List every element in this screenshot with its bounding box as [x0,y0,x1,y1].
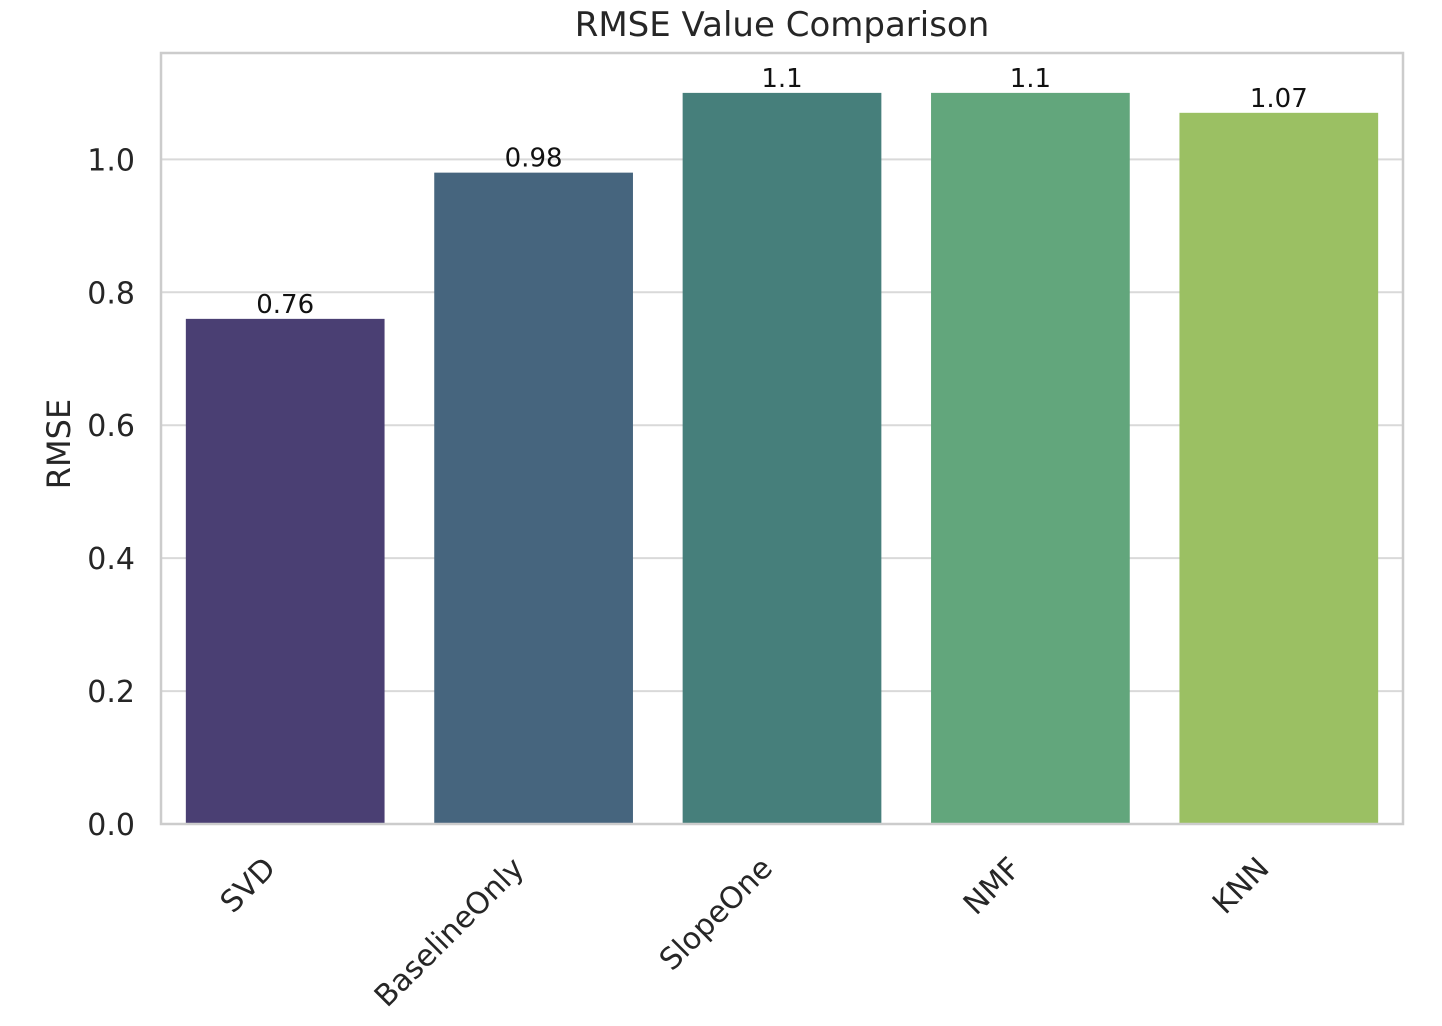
x-tick-label: SVD [214,851,283,920]
y-tick-label: 0.4 [87,542,135,577]
x-axis-ticks: SVD BaselineOnly SlopeOne NMF KNN [214,851,1277,1014]
data-label: 0.98 [505,144,563,174]
data-label: 1.07 [1250,84,1308,114]
bar [434,172,633,824]
y-axis-ticks: 0.0 0.2 0.4 0.6 0.8 1.0 [87,143,135,843]
data-label: 1.1 [761,64,802,94]
y-tick-label: 0.6 [87,409,135,444]
bars [185,92,1379,824]
x-tick-label: BaselineOnly [368,851,531,1014]
data-label: 1.1 [1010,64,1051,94]
bar [931,92,1130,824]
x-tick-label: SlopeOne [653,851,780,978]
y-tick-label: 0.2 [87,675,135,710]
y-tick-label: 1.0 [87,143,135,178]
bar [682,92,882,824]
bar [1179,112,1379,824]
y-tick-label: 0.0 [87,808,135,843]
bar [185,318,385,824]
x-tick-label: NMF [957,851,1028,922]
data-label: 0.76 [256,290,314,320]
chart-title: RMSE Value Comparison [575,5,990,45]
y-tick-label: 0.8 [87,276,135,311]
data-labels: 0.76 0.98 1.1 1.1 1.07 [256,64,1307,320]
plot-frame [159,51,1405,826]
x-tick-label: KNN [1206,851,1276,921]
y-axis-label: RMSE [40,399,78,489]
